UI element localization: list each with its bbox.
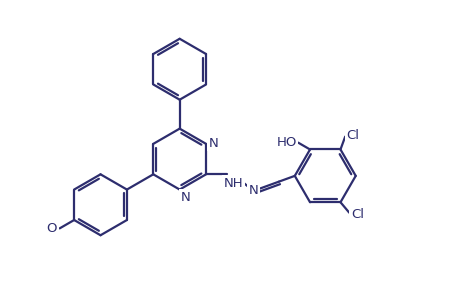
Text: NH: NH — [224, 177, 243, 190]
Text: HO: HO — [276, 136, 296, 149]
Text: N: N — [209, 137, 218, 150]
Text: Cl: Cl — [351, 208, 364, 221]
Text: O: O — [47, 222, 57, 235]
Text: N: N — [181, 191, 191, 204]
Text: Cl: Cl — [347, 129, 360, 142]
Text: N: N — [249, 185, 258, 197]
